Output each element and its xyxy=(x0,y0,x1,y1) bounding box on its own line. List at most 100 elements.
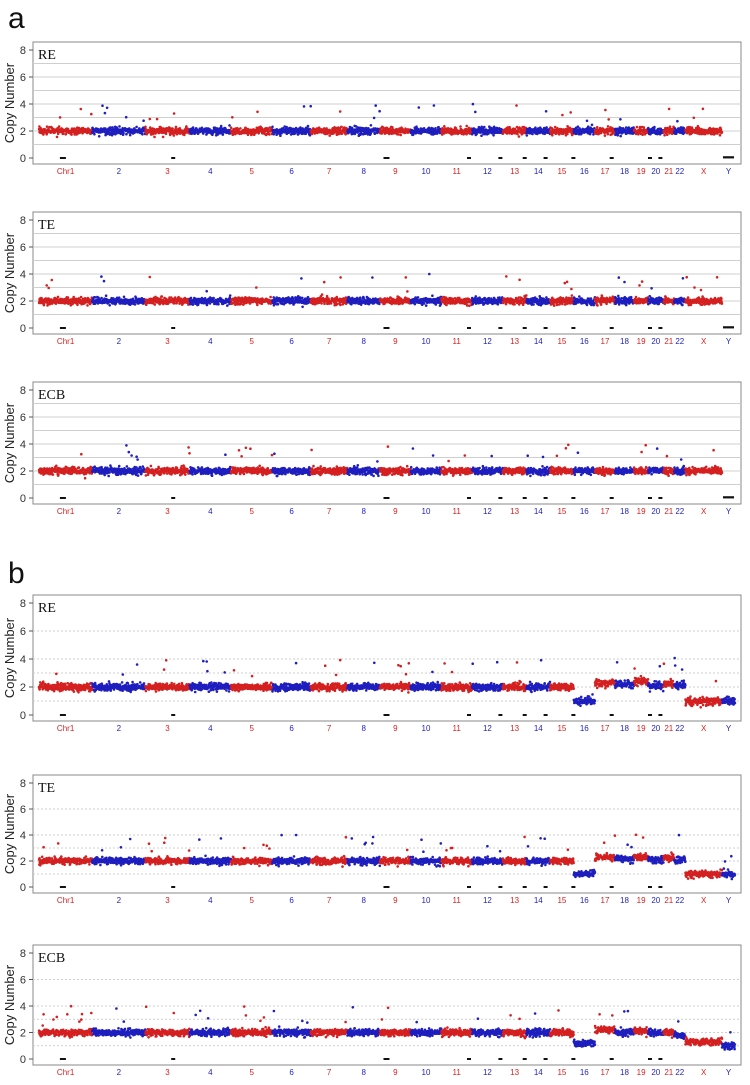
copy-number-point xyxy=(328,134,332,137)
copy-number-point xyxy=(378,109,381,113)
copy-number-point xyxy=(271,125,274,129)
copy-number-point xyxy=(604,108,607,112)
copy-number-point xyxy=(616,134,620,137)
copy-number-point xyxy=(79,107,83,111)
copy-number-point xyxy=(228,294,232,297)
chromosome-label: Y xyxy=(726,167,732,176)
copy-number-point xyxy=(606,125,610,128)
copy-number-point xyxy=(102,279,106,283)
copy-number-point xyxy=(256,110,259,114)
panel-letter-b: b xyxy=(8,557,25,590)
copy-number-point xyxy=(501,301,505,305)
copy-number-point xyxy=(153,135,156,139)
chromosome-label: 2 xyxy=(117,167,122,176)
chromosome-label: 21 xyxy=(664,167,673,176)
copy-number-point xyxy=(72,295,75,299)
copy-number-point xyxy=(619,134,622,138)
copy-number-point xyxy=(172,112,176,115)
copy-number-point xyxy=(513,303,516,306)
copy-number-point xyxy=(104,294,108,298)
copy-number-point xyxy=(690,126,694,129)
copy-number-point xyxy=(428,272,431,276)
copy-number-point xyxy=(373,132,377,135)
copy-number-point xyxy=(667,107,671,111)
gap-marker xyxy=(658,157,663,159)
copy-number-point xyxy=(320,302,323,305)
copy-number-point xyxy=(306,295,310,299)
copy-number-point xyxy=(432,104,436,107)
copy-number-point xyxy=(231,116,234,119)
copy-number-point xyxy=(103,111,107,115)
copy-number-point xyxy=(124,115,128,119)
gap-marker xyxy=(383,157,390,159)
copy-number-point xyxy=(221,133,225,136)
copy-number-point xyxy=(320,293,324,296)
gap-marker xyxy=(467,157,471,159)
copy-number-point xyxy=(160,295,164,298)
copy-number-point xyxy=(399,133,403,137)
copy-number-point xyxy=(569,111,572,114)
y-tick-label: 8 xyxy=(20,215,26,227)
copy-number-point xyxy=(525,134,529,137)
gap-marker xyxy=(543,157,548,159)
copy-number-point xyxy=(518,278,521,282)
y-tick-label: 4 xyxy=(20,269,26,281)
copy-number-point xyxy=(66,296,70,299)
gap-marker xyxy=(59,157,66,159)
copy-number-point xyxy=(378,302,381,306)
gap-marker xyxy=(498,157,503,159)
panel-letter-a: a xyxy=(8,2,25,35)
copy-number-point xyxy=(676,119,679,123)
chromosome-label: 15 xyxy=(557,167,566,176)
chromosome-label: 10 xyxy=(422,167,431,176)
copy-number-point xyxy=(301,305,304,309)
copy-number-point xyxy=(653,125,656,129)
copy-number-point xyxy=(105,106,109,110)
copy-number-point xyxy=(641,133,644,136)
y-tick-label: 2 xyxy=(20,296,26,308)
copy-number-point xyxy=(191,303,195,306)
chromosome-label: 17 xyxy=(601,167,610,176)
copy-number-point xyxy=(128,133,132,137)
copy-number-point xyxy=(300,277,303,280)
copy-number-point xyxy=(229,126,233,129)
copy-number-point xyxy=(205,289,208,293)
chromosome-label: 7 xyxy=(327,167,332,176)
copy-number-point xyxy=(607,118,610,121)
copy-number-point xyxy=(47,286,50,290)
y-axis-label: Copy Number xyxy=(2,232,17,313)
copy-number-point xyxy=(164,132,168,135)
chromosome-label: 9 xyxy=(393,167,398,176)
copy-number-point xyxy=(161,135,165,139)
copy-number-point xyxy=(276,302,280,306)
copy-number-point xyxy=(212,296,215,300)
copy-number-point xyxy=(141,133,144,136)
copy-number-point xyxy=(329,302,333,305)
copy-number-point xyxy=(515,104,518,107)
copy-number-point xyxy=(517,135,521,138)
copy-number-point xyxy=(58,116,62,119)
copy-number-point xyxy=(516,132,519,136)
copy-number-point xyxy=(443,125,446,128)
copy-number-point xyxy=(208,302,212,305)
copy-number-point xyxy=(108,304,111,307)
copy-number-point xyxy=(397,133,400,136)
copy-number-point xyxy=(417,106,421,109)
gap-marker xyxy=(571,157,576,159)
copy-number-point xyxy=(255,303,259,307)
copy-number-point xyxy=(338,110,342,113)
copy-number-point xyxy=(603,134,607,137)
copy-number-point xyxy=(254,286,258,289)
chromosome-label: 16 xyxy=(580,167,589,176)
copy-number-point xyxy=(561,113,564,117)
chromosome-label: 8 xyxy=(361,167,366,176)
data-points xyxy=(37,102,734,159)
copy-number-point xyxy=(219,124,223,128)
copy-number-point xyxy=(191,126,195,129)
copy-number-point xyxy=(217,302,220,306)
copy-number-point xyxy=(358,296,362,300)
copy-number-point xyxy=(606,132,610,136)
